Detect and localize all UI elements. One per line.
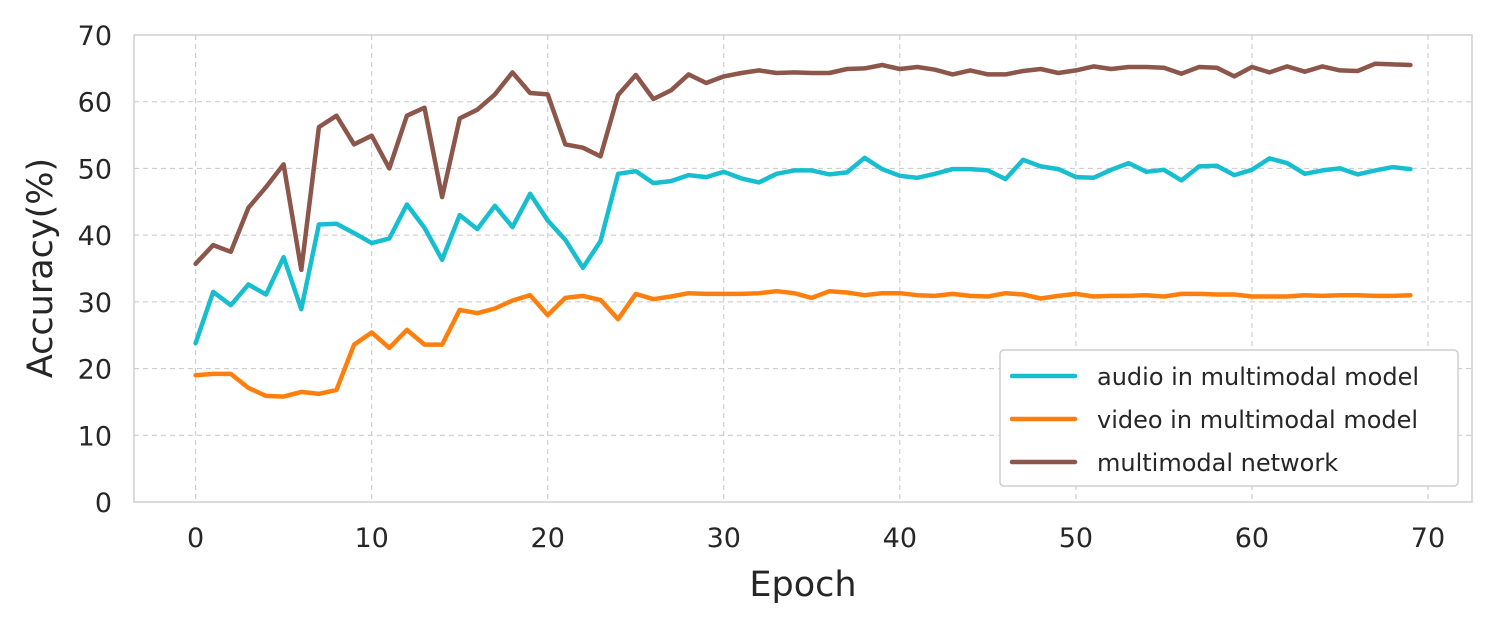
series-line-1 bbox=[193, 155, 1413, 346]
plot-frame bbox=[133, 34, 1473, 503]
y-tick-labels: 0 10 20 30 40 50 60 70 bbox=[78, 21, 112, 519]
x-tick-label: 40 bbox=[883, 523, 917, 554]
x-tick-label: 10 bbox=[354, 523, 388, 554]
x-tick-label: 50 bbox=[1059, 523, 1093, 554]
x-tick-label: 0 bbox=[187, 523, 204, 554]
series-line-3 bbox=[193, 61, 1413, 273]
y-axis-title: Accuracy(%) bbox=[21, 158, 61, 378]
y-tick-label: 30 bbox=[78, 288, 112, 319]
legend-items: audio in multimodal model video in multim… bbox=[1009, 363, 1419, 477]
legend-box bbox=[999, 349, 1459, 487]
y-tick-label: 20 bbox=[78, 355, 112, 386]
y-tick-label: 50 bbox=[78, 154, 112, 185]
y-tick-label: 0 bbox=[95, 488, 112, 519]
x-tick-label: 60 bbox=[1235, 523, 1269, 554]
x-tick-label: 70 bbox=[1411, 523, 1445, 554]
y-tick-label: 70 bbox=[78, 21, 112, 52]
legend-label: audio in multimodal model bbox=[1097, 363, 1419, 391]
x-tick-labels: 0 10 20 30 40 50 60 70 bbox=[187, 523, 1445, 554]
series-line-2 bbox=[193, 288, 1413, 399]
x-tick-label: 30 bbox=[707, 523, 741, 554]
y-tick-label: 40 bbox=[78, 221, 112, 252]
legend-label: video in multimodal model bbox=[1097, 406, 1418, 434]
legend-label: multimodal network bbox=[1097, 449, 1338, 477]
x-axis-title: Epoch bbox=[749, 565, 856, 605]
legend: audio in multimodal model video in multim… bbox=[999, 349, 1459, 487]
x-tick-label: 20 bbox=[531, 523, 565, 554]
y-tick-label: 60 bbox=[78, 88, 112, 119]
y-tick-label: 10 bbox=[78, 421, 112, 452]
series-lines bbox=[193, 61, 1413, 399]
